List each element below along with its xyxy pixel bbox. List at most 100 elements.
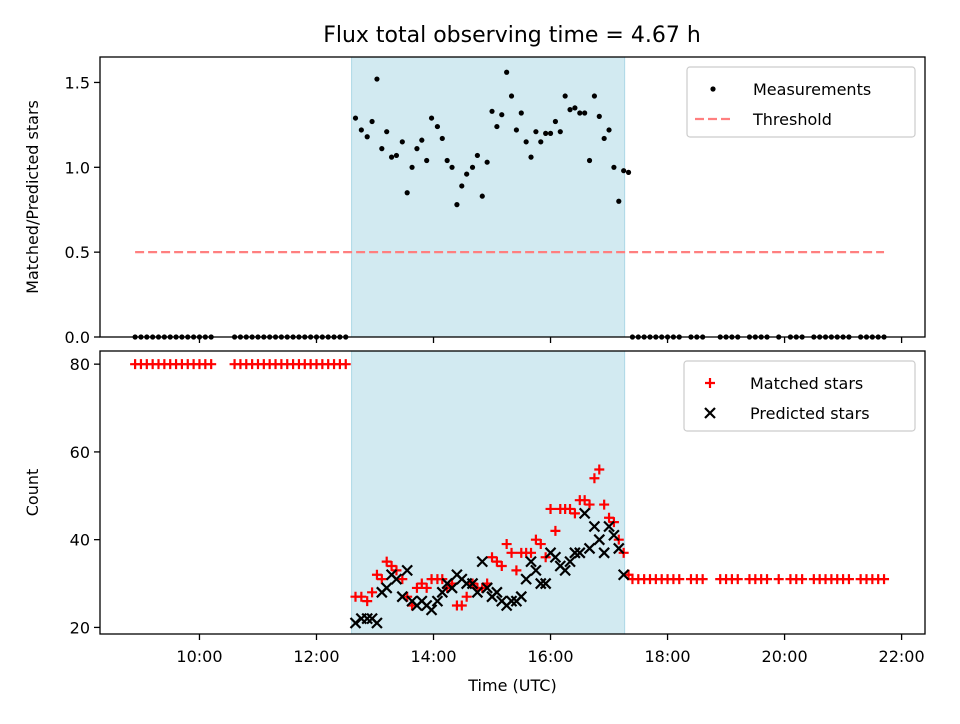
- matched-star-point: [674, 574, 685, 585]
- matched-star-point: [732, 574, 743, 585]
- measurement-point: [552, 118, 559, 125]
- measurement-point: [364, 134, 370, 140]
- matched-star-point: [496, 560, 507, 571]
- matched-star-point: [397, 574, 408, 585]
- legend-box: [683, 360, 916, 432]
- measurement-point: [591, 93, 598, 99]
- matched-star-point: [511, 565, 522, 576]
- measurement-point: [494, 123, 500, 130]
- predicted-star-point: [471, 586, 484, 599]
- measurement-point: [428, 115, 435, 121]
- x-tick-label: 12:00: [293, 647, 339, 666]
- legend: Matched stars Predicted stars: [683, 360, 916, 432]
- matched-star-point: [421, 582, 432, 593]
- predicted-star-point: [371, 617, 383, 629]
- legend-marker-dot: [710, 86, 716, 92]
- matched-star-point: [584, 499, 595, 510]
- predicted-star-point: [481, 582, 493, 594]
- measurement-point: [557, 129, 563, 135]
- predicted-star-point: [569, 547, 581, 559]
- matched-star-point: [773, 574, 784, 585]
- matched-star-point: [362, 596, 373, 607]
- legend: Measurements Threshold: [686, 66, 916, 138]
- predicted-star-point: [505, 595, 518, 607]
- measurement-point: [543, 130, 549, 136]
- predicted-star-point: [425, 604, 438, 616]
- predicted-star-point: [525, 555, 537, 568]
- measurement-point: [508, 93, 515, 99]
- measurement-point: [469, 164, 476, 170]
- y-tick-label: 0.0: [65, 328, 90, 347]
- y-tick-label: 0.5: [65, 243, 90, 262]
- matched-star-point: [501, 539, 512, 550]
- measurement-point: [499, 112, 505, 118]
- y-tick-label: 80: [70, 355, 90, 374]
- measurement-point: [484, 159, 490, 165]
- predicted-star-point: [446, 582, 458, 594]
- matched-star-point: [594, 464, 605, 475]
- matched-star-point: [545, 503, 556, 514]
- x-axis-label: Time (UTC): [467, 676, 556, 695]
- x-tick-label: 16:00: [527, 647, 573, 666]
- measurement-point: [374, 76, 380, 82]
- panel-bottom: 20 40 60 80 10:00 12:00 14:00 16:00 18:00 20:00 22…: [23, 350, 926, 695]
- measurement-point: [577, 110, 583, 116]
- legend-marker-x: [704, 407, 716, 419]
- predicted-star-point: [608, 529, 620, 542]
- predicted-star-point: [549, 551, 562, 563]
- measurement-point: [434, 123, 441, 130]
- legend-marker-plus: [705, 378, 715, 388]
- matched-star-point: [843, 574, 854, 585]
- measurement-point: [393, 152, 400, 159]
- predicted-star-point: [588, 520, 601, 533]
- y-tick-label: 60: [70, 443, 90, 462]
- legend-label: Threshold: [752, 110, 832, 129]
- measurement-point: [625, 169, 632, 175]
- measurement-point: [479, 193, 485, 199]
- measurement-point: [513, 127, 520, 133]
- predicted-star-point: [436, 586, 449, 599]
- y-tick-label: 20: [70, 618, 90, 637]
- measurement-point: [523, 139, 529, 145]
- panel-top: 0.0 0.5 1.0 1.5 Matched/Predicted stars Measu…: [23, 56, 926, 347]
- legend-label: Measurements: [753, 80, 871, 99]
- predicted-star-point: [530, 564, 542, 577]
- legend-label: Matched stars: [750, 374, 863, 393]
- measurement-point: [409, 164, 415, 170]
- predicted-star-point: [401, 564, 413, 577]
- predicted-star-point: [559, 564, 571, 577]
- measurement-point: [424, 157, 430, 164]
- measurement-point: [404, 190, 410, 196]
- measurement-point: [414, 146, 420, 152]
- chart-title: Flux total observing time = 4.67 h: [323, 23, 701, 48]
- predicted-star-point: [617, 568, 630, 581]
- matched-star-point: [376, 574, 387, 585]
- y-axis-label: Count: [23, 469, 42, 517]
- matched-star-point: [456, 600, 467, 611]
- measurement-point: [489, 108, 495, 114]
- measurement-point: [547, 130, 554, 136]
- measurement-point: [538, 139, 544, 145]
- matched-star-point: [367, 587, 378, 598]
- matched-star-point: [506, 547, 517, 558]
- measurement-point: [459, 183, 465, 189]
- predicted-star-point: [380, 582, 393, 594]
- matched-star-point: [340, 359, 351, 370]
- predicted-star-point: [390, 573, 403, 585]
- predicted-star-point: [593, 533, 606, 546]
- measurement-point: [358, 127, 364, 133]
- predicted-star-point: [466, 577, 479, 590]
- measurement-point: [596, 113, 602, 119]
- x-tick-label: 22:00: [879, 647, 925, 666]
- x-tick-label: 18:00: [644, 647, 690, 666]
- matched-star-point: [697, 574, 708, 585]
- measurement-point: [379, 146, 385, 152]
- measurement-point: [601, 135, 607, 142]
- predicted-star-point: [578, 507, 591, 520]
- measurement-point: [518, 110, 524, 116]
- measurement-point: [399, 139, 405, 145]
- predicted-star-point: [539, 577, 552, 590]
- measurement-point: [533, 129, 539, 135]
- measurement-point: [586, 157, 593, 164]
